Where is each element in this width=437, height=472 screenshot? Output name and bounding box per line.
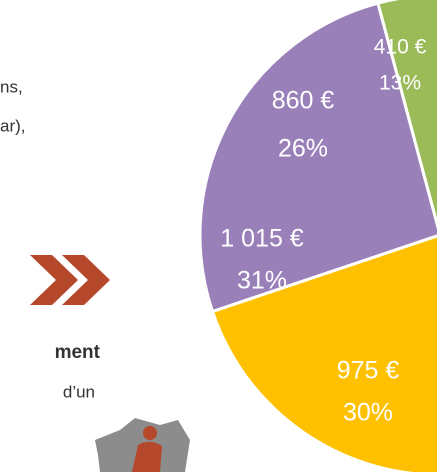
side-text: ns,: [0, 77, 23, 96]
chevron-icon: [30, 255, 110, 305]
percent-label: 31%: [237, 267, 287, 295]
percent-label: 26%: [278, 135, 328, 163]
amount-label: 1 015 €: [220, 225, 304, 253]
side-text-bold: ment: [55, 342, 101, 363]
amount-label: 410 €: [374, 36, 427, 59]
percent-label: 13%: [379, 72, 421, 95]
side-text: d’un: [63, 382, 95, 401]
side-text: ar),: [0, 116, 26, 135]
percent-label: 30%: [343, 399, 393, 427]
pie-slice: [210, 234, 437, 472]
amount-label: 975 €: [337, 357, 400, 385]
pie-slice: [198, 1, 437, 314]
france-map-icon: [95, 418, 190, 472]
pie: 410 € 13% 860 € 26% 1 015 € 31% 975 € 30%: [198, 0, 437, 472]
amount-label: 860 €: [272, 87, 335, 115]
